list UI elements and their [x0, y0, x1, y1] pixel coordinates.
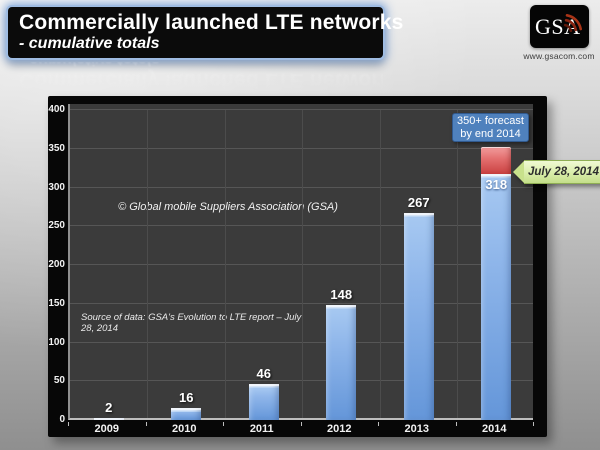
plot-area: © Global mobile Suppliers Association (G… [68, 104, 533, 420]
title-box: Commercially launched LTE networks - cum… [8, 7, 404, 58]
gridline [70, 225, 533, 227]
x-tick-label: 2011 [249, 423, 274, 435]
forecast-bar-segment [481, 147, 512, 174]
x-tick-mark [223, 422, 224, 426]
gridline [302, 110, 303, 418]
bar-value-label: 16 [179, 390, 194, 405]
gridline [457, 110, 458, 418]
chart-frame: © Global mobile Suppliers Association (G… [48, 96, 547, 437]
bar-2011 [248, 384, 279, 420]
x-tick-label: 2012 [327, 423, 352, 435]
gridline [70, 109, 533, 110]
gridline [70, 341, 533, 343]
x-tick-label: 2009 [94, 423, 119, 435]
x-tick-label: 2014 [482, 423, 507, 435]
x-tick-label: 2010 [172, 423, 197, 435]
y-tick-label: 400 [48, 104, 65, 115]
date-callout: July 28, 2014 [513, 160, 600, 184]
bar-value-label: 318 [485, 177, 508, 192]
forecast-callout: 350+ forecast by end 2014 [452, 113, 529, 142]
x-tick-mark [378, 422, 379, 426]
gridline [147, 110, 148, 418]
gsa-url: www.gsacom.com [523, 51, 595, 61]
bar-value-label: 148 [330, 287, 353, 302]
title-reflection-text: Commercially launched LTE networks [19, 69, 383, 92]
source-note: Source of data: GSA's Evolution to LTE r… [81, 312, 302, 334]
bar-2013 [403, 213, 434, 420]
bar-value-label: 2 [105, 400, 113, 415]
y-tick-label: 250 [48, 220, 65, 232]
x-tick-mark [455, 422, 457, 426]
bar-2010 [171, 408, 202, 420]
gsa-logo: GSA [530, 5, 589, 48]
page-title: Commercially launched LTE networks [19, 11, 404, 34]
x-tick-mark [68, 422, 69, 426]
y-tick-label: 200 [48, 259, 65, 270]
gridline [70, 147, 533, 149]
date-callout-label: July 28, 2014 [524, 160, 600, 184]
bar-value-label: 46 [256, 366, 271, 381]
y-tick-label: 100 [48, 336, 65, 348]
callout-arrow-icon [513, 161, 524, 183]
x-tick-mark [533, 422, 534, 426]
gridline [70, 264, 533, 265]
y-tick-label: 150 [48, 297, 65, 309]
bar-2009 [93, 418, 124, 420]
forecast-callout-line2: by end 2014 [460, 128, 521, 140]
signal-arcs-icon [563, 14, 582, 32]
gridline [70, 186, 533, 188]
gridline [70, 302, 533, 304]
gridline [224, 110, 226, 418]
forecast-callout-line1: 350+ forecast [457, 115, 524, 127]
bar-2014 [481, 174, 512, 420]
page-subtitle: - cumulative totals [19, 35, 160, 52]
bar-value-label: 267 [407, 195, 430, 210]
gridline [70, 380, 533, 382]
y-tick-label: 0 [59, 414, 65, 425]
subtitle-reflection-text: - cumulative totals [19, 62, 383, 68]
bar-2012 [326, 305, 357, 420]
y-tick-label: 350 [48, 142, 65, 154]
x-tick-label: 2013 [404, 423, 429, 435]
copyright-note: © Global mobile Suppliers Association (G… [118, 201, 338, 213]
title-reflection: Commercially launched LTE networks - cum… [8, 62, 383, 92]
y-tick-label: 50 [53, 375, 65, 387]
x-tick-mark [145, 422, 147, 426]
gridline [379, 110, 381, 418]
x-tick-mark [300, 422, 302, 426]
y-tick-label: 300 [48, 181, 65, 193]
